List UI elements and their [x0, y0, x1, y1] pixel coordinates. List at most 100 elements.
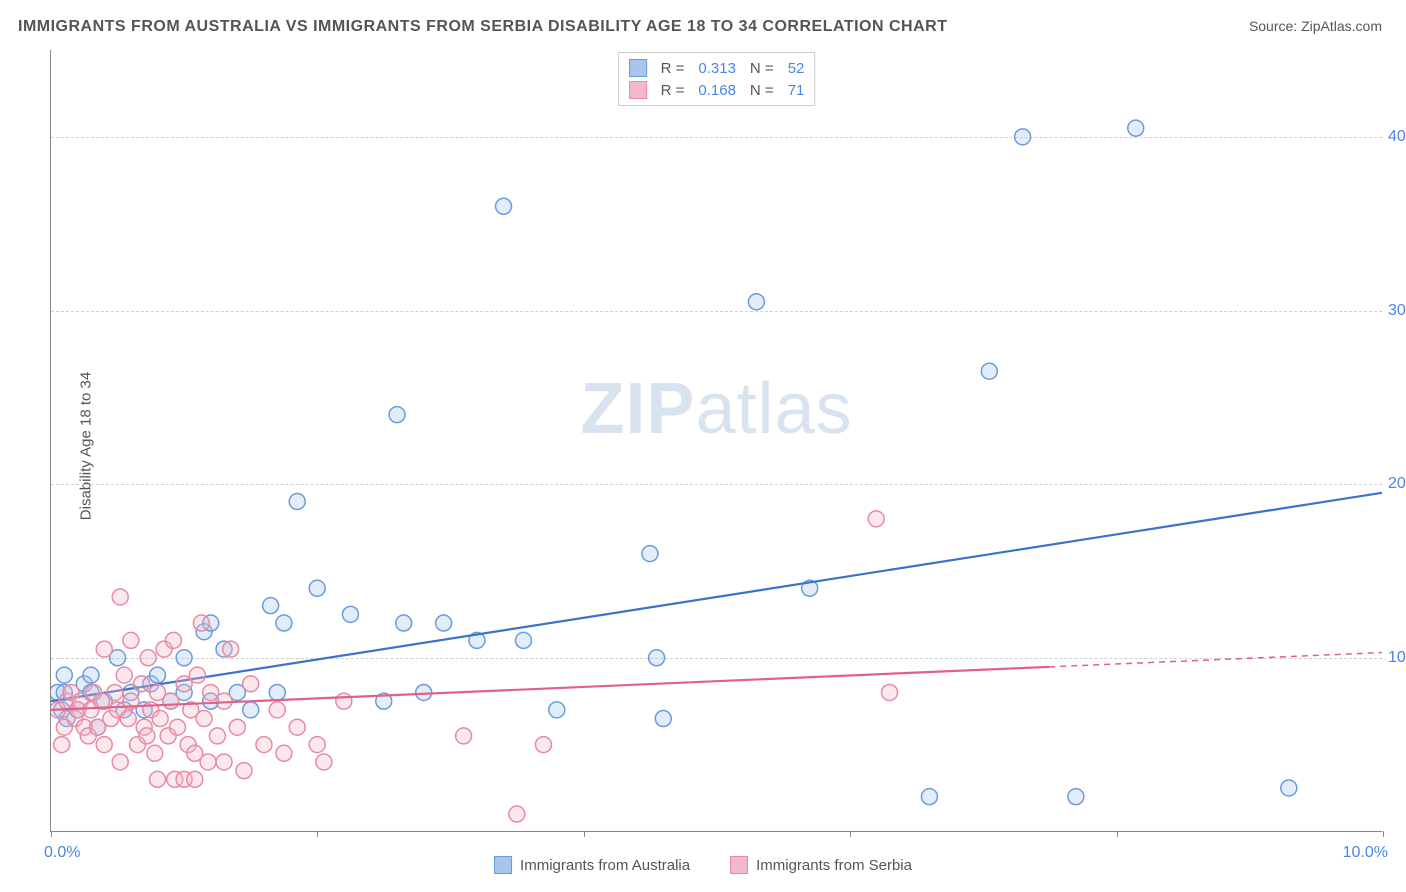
data-point: [535, 737, 551, 753]
x-axis-min-label: 0.0%: [44, 844, 80, 862]
legend-bottom: Immigrants from Australia Immigrants from…: [494, 856, 912, 874]
data-point: [436, 615, 452, 631]
trend-line-extrapolated: [1049, 653, 1382, 667]
data-point: [163, 693, 179, 709]
plot-svg: [51, 50, 1382, 831]
stats-n-value: 52: [788, 60, 805, 77]
data-point: [655, 711, 671, 727]
data-point: [342, 606, 358, 622]
stats-swatch: [629, 81, 647, 99]
data-point: [152, 711, 168, 727]
legend-label: Immigrants from Serbia: [756, 857, 912, 874]
data-point: [189, 667, 205, 683]
data-point: [229, 719, 245, 735]
data-point: [116, 667, 132, 683]
data-point: [289, 719, 305, 735]
plot-area: ZIPatlas R =0.313N =52R =0.168N =71 10.0…: [50, 50, 1382, 832]
legend-swatch: [730, 856, 748, 874]
data-point: [396, 615, 412, 631]
data-point: [1281, 780, 1297, 796]
data-point: [243, 702, 259, 718]
data-point: [649, 650, 665, 666]
data-point: [236, 763, 252, 779]
data-point: [140, 650, 156, 666]
x-tick: [1117, 831, 1118, 837]
data-point: [200, 754, 216, 770]
data-point: [549, 702, 565, 718]
stats-r-value: 0.168: [698, 82, 736, 99]
legend-swatch: [494, 856, 512, 874]
stats-legend-box: R = 0.313 N = 52 R = 0.168 N = 71: [618, 52, 816, 106]
data-point: [169, 719, 185, 735]
data-point: [1015, 129, 1031, 145]
data-point: [496, 198, 512, 214]
stats-r-value: 0.313: [698, 60, 736, 77]
stats-r-label: R =: [661, 60, 685, 77]
data-point: [112, 589, 128, 605]
data-point: [981, 363, 997, 379]
stats-n-label: N =: [750, 60, 774, 77]
legend-item[interactable]: Immigrants from Australia: [494, 856, 690, 874]
x-tick: [51, 831, 52, 837]
data-point: [456, 728, 472, 744]
stats-n-label: N =: [750, 82, 774, 99]
x-tick: [850, 831, 851, 837]
data-point: [516, 632, 532, 648]
data-point: [276, 745, 292, 761]
chart-source: Source: ZipAtlas.com: [1249, 18, 1382, 34]
data-point: [1068, 789, 1084, 805]
x-tick: [584, 831, 585, 837]
data-point: [216, 754, 232, 770]
source-prefix: Source:: [1249, 18, 1301, 34]
data-point: [209, 728, 225, 744]
data-point: [336, 693, 352, 709]
data-point: [389, 407, 405, 423]
stats-r-label: R =: [661, 82, 685, 99]
data-point: [269, 702, 285, 718]
data-point: [276, 615, 292, 631]
data-point: [316, 754, 332, 770]
data-point: [56, 667, 72, 683]
data-point: [112, 754, 128, 770]
data-point: [149, 667, 165, 683]
chart-title: IMMIGRANTS FROM AUSTRALIA VS IMMIGRANTS …: [18, 18, 947, 36]
x-tick: [317, 831, 318, 837]
data-point: [309, 737, 325, 753]
legend-item[interactable]: Immigrants from Serbia: [730, 856, 912, 874]
stats-row: R = 0.168 N = 71: [629, 79, 805, 101]
stats-n-value: 71: [788, 82, 805, 99]
source-link[interactable]: ZipAtlas.com: [1301, 18, 1382, 34]
y-tick-label: 10.0%: [1388, 649, 1406, 667]
data-point: [882, 684, 898, 700]
data-point: [256, 737, 272, 753]
data-point: [263, 598, 279, 614]
data-point: [96, 641, 112, 657]
data-point: [96, 737, 112, 753]
data-point: [868, 511, 884, 527]
data-point: [165, 632, 181, 648]
data-point: [642, 546, 658, 562]
x-tick: [1383, 831, 1384, 837]
data-point: [509, 806, 525, 822]
data-point: [134, 676, 150, 692]
data-point: [120, 711, 136, 727]
data-point: [921, 789, 937, 805]
y-tick-label: 20.0%: [1388, 475, 1406, 493]
data-point: [309, 580, 325, 596]
stats-row: R = 0.313 N = 52: [629, 57, 805, 79]
data-point: [243, 676, 259, 692]
data-point: [123, 632, 139, 648]
data-point: [196, 711, 212, 727]
legend-label: Immigrants from Australia: [520, 857, 690, 874]
trend-line: [51, 493, 1382, 701]
x-axis-max-label: 10.0%: [1343, 844, 1388, 862]
data-point: [107, 684, 123, 700]
data-point: [147, 745, 163, 761]
y-tick-label: 40.0%: [1388, 128, 1406, 146]
correlation-chart: IMMIGRANTS FROM AUSTRALIA VS IMMIGRANTS …: [0, 0, 1406, 892]
stats-swatch: [629, 59, 647, 77]
data-point: [176, 650, 192, 666]
data-point: [269, 684, 285, 700]
data-point: [187, 771, 203, 787]
data-point: [54, 737, 70, 753]
